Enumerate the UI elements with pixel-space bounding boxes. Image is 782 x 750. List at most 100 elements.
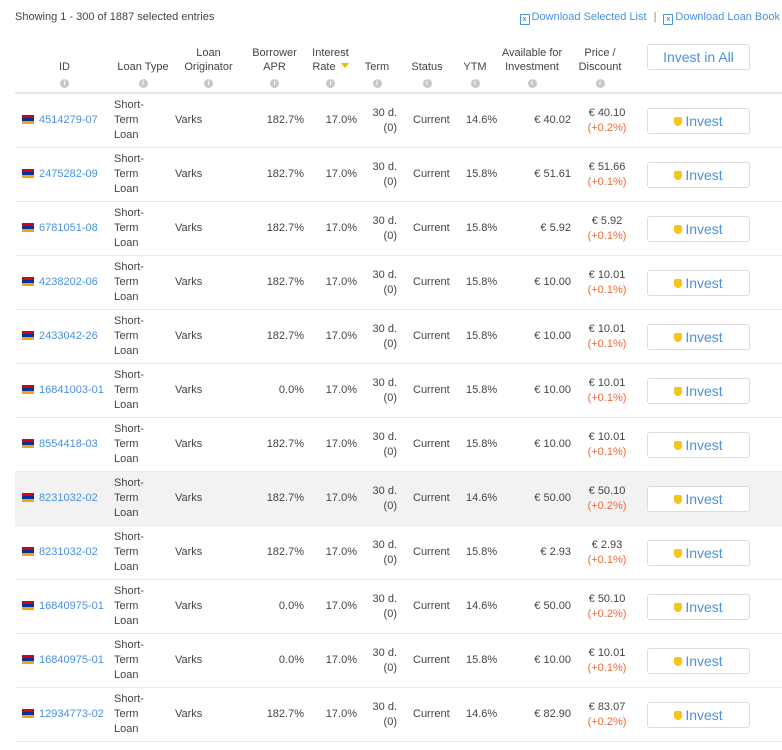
info-icon[interactable]: i bbox=[422, 79, 432, 88]
cell-borrower-apr: 182.7% bbox=[245, 687, 304, 742]
loan-id-link[interactable]: 8554418-03 bbox=[39, 438, 98, 450]
cell-available: € 82.90 bbox=[493, 687, 571, 742]
invest-button[interactable]: Invest bbox=[647, 269, 750, 296]
cell-term: 30 d. (0) bbox=[357, 363, 397, 418]
cell-ytm: 15.8% bbox=[457, 633, 497, 688]
discount-value: (+0.2%) bbox=[587, 607, 627, 620]
loans-table: ID i Loan Type i Loan Originator i Borrower A… bbox=[15, 38, 782, 742]
info-icon[interactable]: i bbox=[527, 79, 537, 88]
cell-interest-rate: 17.0% bbox=[304, 93, 357, 148]
download-selected-list-label: Download Selected List bbox=[531, 11, 647, 23]
cell-status: Current bbox=[397, 579, 457, 634]
invest-button[interactable]: Invest bbox=[647, 485, 750, 512]
header-ytm[interactable]: YTM i bbox=[457, 38, 493, 94]
cell-status: Current bbox=[397, 687, 457, 742]
table-row[interactable]: 8231032-02 Short- Term Loan Varks 182.7% 1… bbox=[15, 471, 782, 526]
info-icon[interactable]: i bbox=[372, 79, 382, 88]
table-row[interactable]: 4238202-06 Short- Term Loan Varks 182.7% 1… bbox=[15, 255, 782, 310]
cell-action: Invest bbox=[629, 579, 782, 634]
table-row[interactable]: 12934773-02 Short- Term Loan Varks 182.7% … bbox=[15, 687, 782, 742]
header-borrower-apr[interactable]: Borrower APR i bbox=[245, 38, 304, 94]
cell-available: € 10.00 bbox=[493, 309, 571, 364]
table-toolbar: Showing 1 - 300 of 1887 selected entries… bbox=[0, 0, 782, 34]
header-interest-rate[interactable]: Interest Rate i bbox=[304, 38, 357, 94]
cell-status: Current bbox=[397, 201, 457, 256]
armenia-flag-icon bbox=[22, 223, 34, 232]
header-loan-originator[interactable]: Loan Originator i bbox=[172, 38, 245, 94]
info-icon[interactable]: i bbox=[470, 79, 480, 88]
table-row[interactable]: 8231032-02 Short- Term Loan Varks 182.7% 1… bbox=[15, 525, 782, 580]
invest-button[interactable]: Invest bbox=[647, 431, 750, 458]
header-status[interactable]: Status i bbox=[397, 38, 457, 94]
invest-button[interactable]: Invest bbox=[647, 593, 750, 620]
loan-id-link[interactable]: 4238202-06 bbox=[39, 276, 98, 288]
cell-interest-rate: 17.0% bbox=[304, 309, 357, 364]
loan-id-link[interactable]: 8231032-02 bbox=[39, 546, 98, 558]
download-selected-list-link[interactable]: x Download Selected List bbox=[519, 11, 647, 25]
cell-available: € 51.61 bbox=[493, 147, 571, 202]
table-row[interactable]: 4514279-07 Short- Term Loan Varks 182.7% 1… bbox=[15, 93, 782, 148]
loan-id-link[interactable]: 16841003-01 bbox=[39, 384, 104, 396]
invest-button[interactable]: Invest bbox=[647, 647, 750, 674]
cell-borrower-apr: 0.0% bbox=[245, 579, 304, 634]
loan-id-link[interactable]: 2475282-09 bbox=[39, 168, 98, 180]
info-icon[interactable]: i bbox=[270, 79, 279, 88]
cell-status: Current bbox=[397, 363, 457, 418]
cell-id: 4238202-06 bbox=[15, 255, 114, 310]
loan-id-link[interactable]: 6781051-08 bbox=[39, 222, 98, 234]
cell-id: 8231032-02 bbox=[15, 525, 114, 580]
cell-action: Invest bbox=[629, 687, 782, 742]
cell-price-discount: € 10.01 (+0.1%) bbox=[571, 417, 629, 472]
invest-button[interactable]: Invest bbox=[647, 215, 750, 242]
price-value: € 40.10 bbox=[588, 106, 626, 119]
loan-id-link[interactable]: 2433042-26 bbox=[39, 330, 98, 342]
cell-status: Current bbox=[397, 471, 457, 526]
table-row[interactable]: 2475282-09 Short- Term Loan Varks 182.7% 1… bbox=[15, 147, 782, 202]
loan-id-link[interactable]: 8231032-02 bbox=[39, 492, 98, 504]
cell-ytm: 14.6% bbox=[457, 93, 497, 148]
cell-available: € 50.00 bbox=[493, 471, 571, 526]
info-icon[interactable]: i bbox=[326, 79, 335, 88]
cell-id: 16840975-01 bbox=[15, 579, 114, 634]
info-icon[interactable]: i bbox=[204, 79, 213, 88]
shield-icon bbox=[674, 710, 683, 720]
header-loan-type[interactable]: Loan Type i bbox=[114, 38, 172, 94]
table-row[interactable]: 2433042-26 Short- Term Loan Varks 182.7% 1… bbox=[15, 309, 782, 364]
invest-button[interactable]: Invest bbox=[647, 377, 750, 404]
price-value: € 10.01 bbox=[588, 430, 626, 443]
table-row[interactable]: 6781051-08 Short- Term Loan Varks 182.7% 1… bbox=[15, 201, 782, 256]
cell-status: Current bbox=[397, 147, 457, 202]
armenia-flag-icon bbox=[22, 493, 34, 502]
table-row[interactable]: 8554418-03 Short- Term Loan Varks 182.7% 1… bbox=[15, 417, 782, 472]
info-icon[interactable]: i bbox=[60, 79, 69, 88]
header-price-discount[interactable]: Price / Discount i bbox=[571, 38, 629, 94]
cell-id: 16841003-01 bbox=[15, 363, 114, 418]
invest-button[interactable]: Invest bbox=[647, 161, 750, 188]
loan-id-link[interactable]: 12934773-02 bbox=[39, 708, 104, 720]
info-icon[interactable]: i bbox=[138, 79, 148, 88]
discount-value: (+0.1%) bbox=[587, 229, 627, 242]
loan-id-link[interactable]: 4514279-07 bbox=[39, 114, 98, 126]
invest-button[interactable]: Invest bbox=[647, 107, 750, 134]
shield-icon bbox=[674, 116, 683, 126]
invest-button[interactable]: Invest bbox=[647, 701, 750, 728]
cell-action: Invest bbox=[629, 309, 782, 364]
header-id[interactable]: ID i bbox=[15, 38, 114, 94]
loan-id-link[interactable]: 16840975-01 bbox=[39, 600, 104, 612]
table-row[interactable]: 16840975-01 Short- Term Loan Varks 0.0% 17… bbox=[15, 579, 782, 634]
invest-button[interactable]: Invest bbox=[647, 323, 750, 350]
price-value: € 10.01 bbox=[588, 646, 626, 659]
table-row[interactable]: 16840975-01 Short- Term Loan Varks 0.0% 17… bbox=[15, 633, 782, 688]
invest-in-all-button[interactable]: Invest in All bbox=[647, 44, 750, 70]
header-available[interactable]: Available for Investment i bbox=[493, 38, 571, 94]
shield-icon bbox=[674, 170, 683, 180]
invest-button[interactable]: Invest bbox=[647, 539, 750, 566]
cell-loan-type: Short- Term Loan bbox=[114, 363, 172, 418]
header-term[interactable]: Term i bbox=[357, 38, 397, 94]
download-loan-book-link[interactable]: x Download Loan Book bbox=[663, 11, 780, 25]
info-icon[interactable]: i bbox=[595, 79, 605, 88]
loan-id-link[interactable]: 16840975-01 bbox=[39, 654, 104, 666]
cell-term: 30 d. (0) bbox=[357, 255, 397, 310]
table-row[interactable]: 16841003-01 Short- Term Loan Varks 0.0% 17… bbox=[15, 363, 782, 418]
cell-status: Current bbox=[397, 255, 457, 310]
